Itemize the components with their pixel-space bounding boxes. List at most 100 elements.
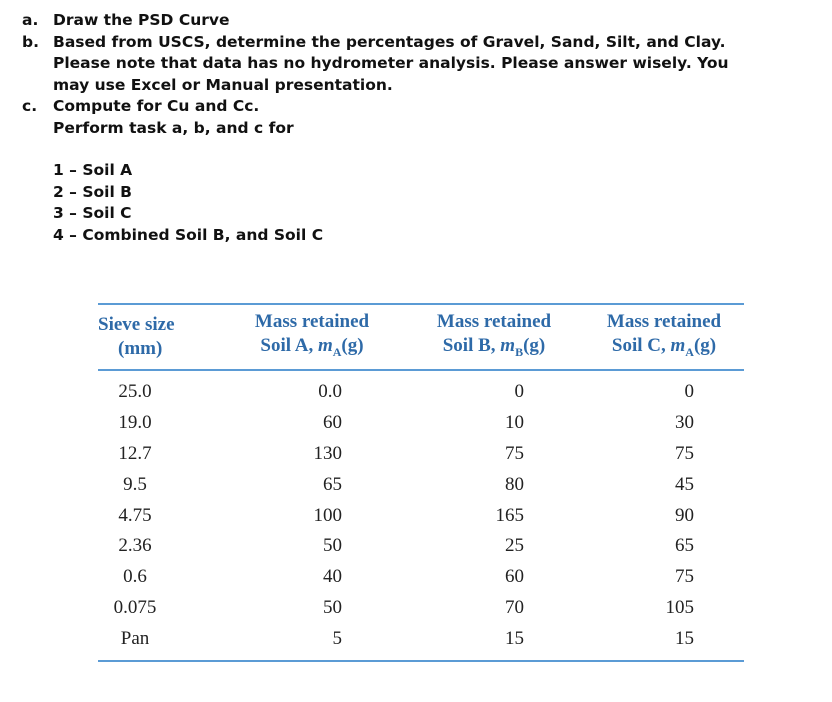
- task-text: Based from USCS, determine the percentag…: [53, 32, 726, 51]
- soil-item: 4 – Combined Soil B, and Soil C: [53, 225, 324, 244]
- cell-soil-a-value: 65: [323, 473, 342, 495]
- cell-soil-b: 70: [404, 597, 584, 619]
- cell-soil-b-value: 25: [505, 535, 524, 557]
- cell-soil-c-value: 30: [675, 412, 694, 434]
- cell-sieve-size: 25.0: [98, 381, 220, 403]
- cell-soil-a-value: 50: [323, 596, 342, 618]
- cell-sieve-size-value: 4.75: [118, 504, 152, 526]
- cell-sieve-size: 0.075: [98, 597, 220, 619]
- table-body: 25.0 0.0 0 0 19.0 60 10 30 12.7 130 75 75 9.5 65 80 45 4…: [98, 371, 744, 660]
- soil-list: 1 – Soil A 2 – Soil B 3 – Soil C 4 – Com…: [53, 160, 323, 246]
- task-a: a. Draw the PSD Curve: [22, 10, 822, 32]
- cell-sieve-size-value: 2.36: [118, 535, 152, 557]
- cell-sieve-size: 0.6: [98, 566, 220, 588]
- table-row: 4.75 100 165 90: [98, 500, 744, 531]
- cell-soil-a-value: 40: [323, 566, 342, 588]
- cell-soil-b: 60: [404, 566, 584, 588]
- task-c: c. Compute for Cu and Cc.: [22, 96, 822, 118]
- table-row: 19.0 60 10 30: [98, 408, 744, 439]
- cell-soil-b-value: 60: [505, 566, 524, 588]
- task-letter: a.: [22, 11, 39, 29]
- cell-soil-c: 0: [584, 381, 744, 403]
- task-instructions: a. Draw the PSD Curve b. Based from USCS…: [22, 10, 822, 139]
- cell-sieve-size-value: 0.075: [113, 596, 157, 618]
- header-line: Soil A, mA(g): [260, 335, 364, 359]
- cell-soil-a-value: 100: [313, 504, 343, 526]
- cell-sieve-size-value: Pan: [120, 627, 150, 649]
- cell-soil-b: 10: [404, 412, 584, 434]
- cell-soil-b: 75: [404, 443, 584, 465]
- cell-soil-c: 65: [584, 535, 744, 557]
- cell-soil-c: 15: [584, 628, 744, 650]
- cell-soil-a: 60: [220, 412, 404, 434]
- task-b: b. Based from USCS, determine the percen…: [22, 32, 822, 54]
- cell-soil-c-value: 90: [675, 504, 694, 526]
- cell-soil-a-value: 60: [323, 412, 342, 434]
- cell-soil-a: 130: [220, 443, 404, 465]
- header-line: Sieve size: [98, 314, 175, 335]
- task-letter: c.: [22, 97, 38, 115]
- cell-soil-a: 50: [220, 597, 404, 619]
- soil-item: 3 – Soil C: [53, 204, 132, 222]
- cell-sieve-size-value: 0.6: [123, 566, 147, 588]
- cell-sieve-size-value: 9.5: [123, 473, 147, 495]
- cell-soil-c-value: 15: [675, 627, 694, 649]
- soil-item: 1 – Soil A: [53, 161, 133, 179]
- task-letter: b.: [22, 32, 39, 51]
- cell-soil-b-value: 165: [495, 504, 525, 526]
- cell-soil-c-value: 75: [675, 566, 694, 588]
- cell-soil-a-value: 0.0: [318, 381, 342, 403]
- cell-soil-c-value: 65: [675, 535, 694, 557]
- table-row: 0.075 50 70 105: [98, 593, 744, 624]
- header-line: Soil B, mB(g): [442, 335, 546, 359]
- cell-soil-b-value: 15: [505, 627, 524, 649]
- cell-soil-c: 105: [584, 597, 744, 619]
- cell-soil-c-value: 75: [675, 442, 694, 464]
- header-line: Mass retained: [254, 311, 370, 333]
- cell-sieve-size-value: 25.0: [118, 381, 152, 403]
- task-text: Perform task a, b, and c for: [53, 118, 294, 137]
- cell-soil-c: 30: [584, 412, 744, 434]
- cell-sieve-size-value: 12.7: [118, 442, 152, 464]
- cell-soil-c-value: 105: [665, 596, 695, 618]
- cell-soil-b-value: 0: [514, 381, 525, 403]
- cell-soil-c-value: 0: [684, 381, 695, 403]
- header-line: Mass retained: [436, 311, 552, 333]
- task-text: may use Excel or Manual presentation.: [53, 75, 393, 94]
- task-text: Please note that data has no hydrometer …: [53, 54, 729, 72]
- table-header: Sieve size (mm) Mass retained Soil A, mA…: [98, 305, 744, 369]
- header-soil-c: Mass retained Soil C, mA(g): [584, 310, 744, 364]
- cell-sieve-size-value: 19.0: [118, 412, 152, 434]
- header-line: Soil C, mA(g): [611, 335, 717, 359]
- cell-soil-a: 65: [220, 474, 404, 496]
- header-soil-a: Mass retained Soil A, mA(g): [220, 310, 404, 364]
- cell-sieve-size: 19.0: [98, 412, 220, 434]
- cell-soil-a: 5: [220, 628, 404, 650]
- table-row: 25.0 0.0 0 0: [98, 377, 744, 408]
- cell-soil-c: 75: [584, 566, 744, 588]
- table-bottom-rule: [98, 660, 744, 663]
- cell-soil-b-value: 10: [505, 412, 524, 434]
- table-header-rule: [98, 369, 744, 371]
- cell-soil-a-value: 130: [313, 442, 343, 464]
- cell-soil-c: 90: [584, 505, 744, 527]
- cell-soil-c: 75: [584, 443, 744, 465]
- cell-soil-c: 45: [584, 474, 744, 496]
- header-line: (mm): [118, 338, 163, 359]
- cell-sieve-size: 2.36: [98, 535, 220, 557]
- cell-soil-a-value: 5: [332, 627, 343, 649]
- cell-sieve-size: 4.75: [98, 505, 220, 527]
- cell-soil-b-value: 75: [505, 442, 524, 464]
- cell-soil-a-value: 50: [323, 535, 342, 557]
- cell-soil-a: 40: [220, 566, 404, 588]
- cell-sieve-size: 9.5: [98, 474, 220, 496]
- task-text: Draw the PSD Curve: [53, 11, 230, 29]
- header-line: Mass retained: [606, 311, 722, 333]
- table-row: 2.36 50 25 65: [98, 531, 744, 562]
- task-text: Compute for Cu and Cc.: [53, 97, 260, 115]
- cell-soil-a: 0.0: [220, 381, 404, 403]
- cell-soil-b-value: 80: [505, 473, 524, 495]
- cell-soil-b: 15: [404, 628, 584, 650]
- cell-soil-b: 165: [404, 505, 584, 527]
- table-row: 12.7 130 75 75: [98, 439, 744, 470]
